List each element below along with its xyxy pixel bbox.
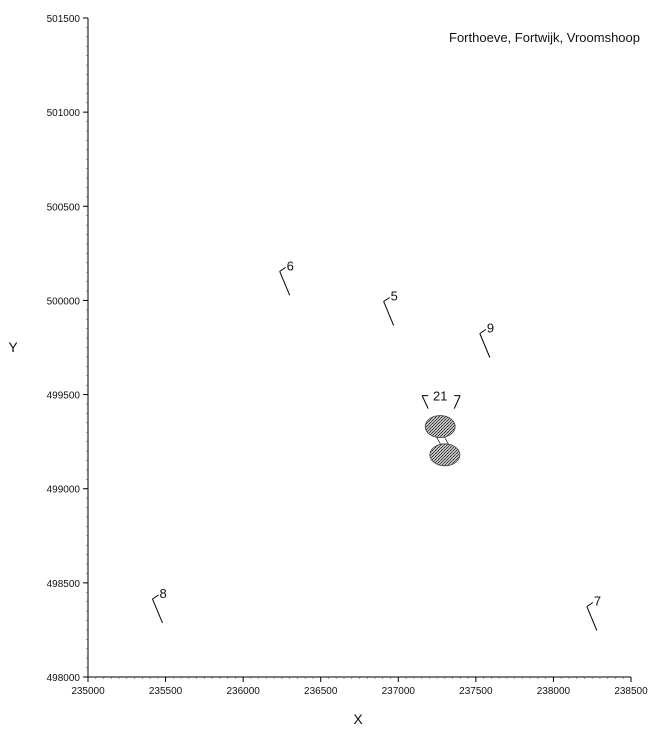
x-tick-label: 238500 [614, 686, 648, 697]
source-area [429, 443, 461, 467]
x-tick-label: 237500 [459, 686, 493, 697]
point-stem [279, 271, 291, 296]
point-flag [586, 602, 594, 607]
y-tick-label: 499000 [47, 485, 81, 496]
axes: 498000 498500 499000 499500 500000 500500 5010… [47, 14, 648, 697]
point-marker [586, 602, 598, 631]
x-tick-label: 235000 [71, 686, 105, 697]
point-marker [152, 594, 163, 624]
x-tick-label: 237000 [382, 686, 416, 697]
point-marker [479, 329, 491, 358]
point-flag [383, 297, 390, 302]
y-tick-label: 501500 [47, 14, 81, 25]
y-tick-label: 499500 [47, 391, 81, 402]
source-connector [443, 436, 450, 446]
y-tick-label: 500000 [47, 296, 81, 307]
y-tick-label: 501000 [47, 108, 81, 119]
source-connector [435, 436, 442, 446]
chart-title: Forthoeve, Fortwijk, Vroomshoop [449, 30, 640, 45]
point-flag [152, 594, 159, 600]
point-stem [383, 301, 395, 326]
x-tick-label: 236000 [226, 686, 260, 697]
x-tick-label: 238000 [537, 686, 571, 697]
point-flag [479, 329, 487, 334]
source-area [424, 415, 456, 438]
point-marker [453, 395, 461, 409]
point-flag [279, 266, 286, 272]
y-tick-label: 498000 [47, 673, 81, 684]
point-marker [383, 297, 395, 326]
x-axis-label: X [353, 711, 363, 727]
point-label: 5 [391, 288, 398, 303]
point-label: 21 [433, 389, 447, 404]
x-tick-label: 235500 [149, 686, 183, 697]
point-stem [479, 333, 491, 358]
y-tick-label: 500500 [47, 202, 81, 213]
point-label: 7 [594, 594, 601, 609]
point-stem [586, 606, 598, 631]
point-stem [152, 598, 163, 624]
point-label: 9 [487, 321, 494, 336]
y-tick-label: 498500 [47, 579, 81, 590]
plot-marks: 6 5 9 21 8 7 [152, 258, 601, 631]
y-axis-label: Y [8, 339, 18, 355]
point-label: 6 [287, 258, 294, 273]
x-tick-label: 236500 [304, 686, 338, 697]
point-label: 8 [159, 586, 166, 601]
point-marker [279, 266, 291, 296]
point-marker [421, 395, 429, 409]
